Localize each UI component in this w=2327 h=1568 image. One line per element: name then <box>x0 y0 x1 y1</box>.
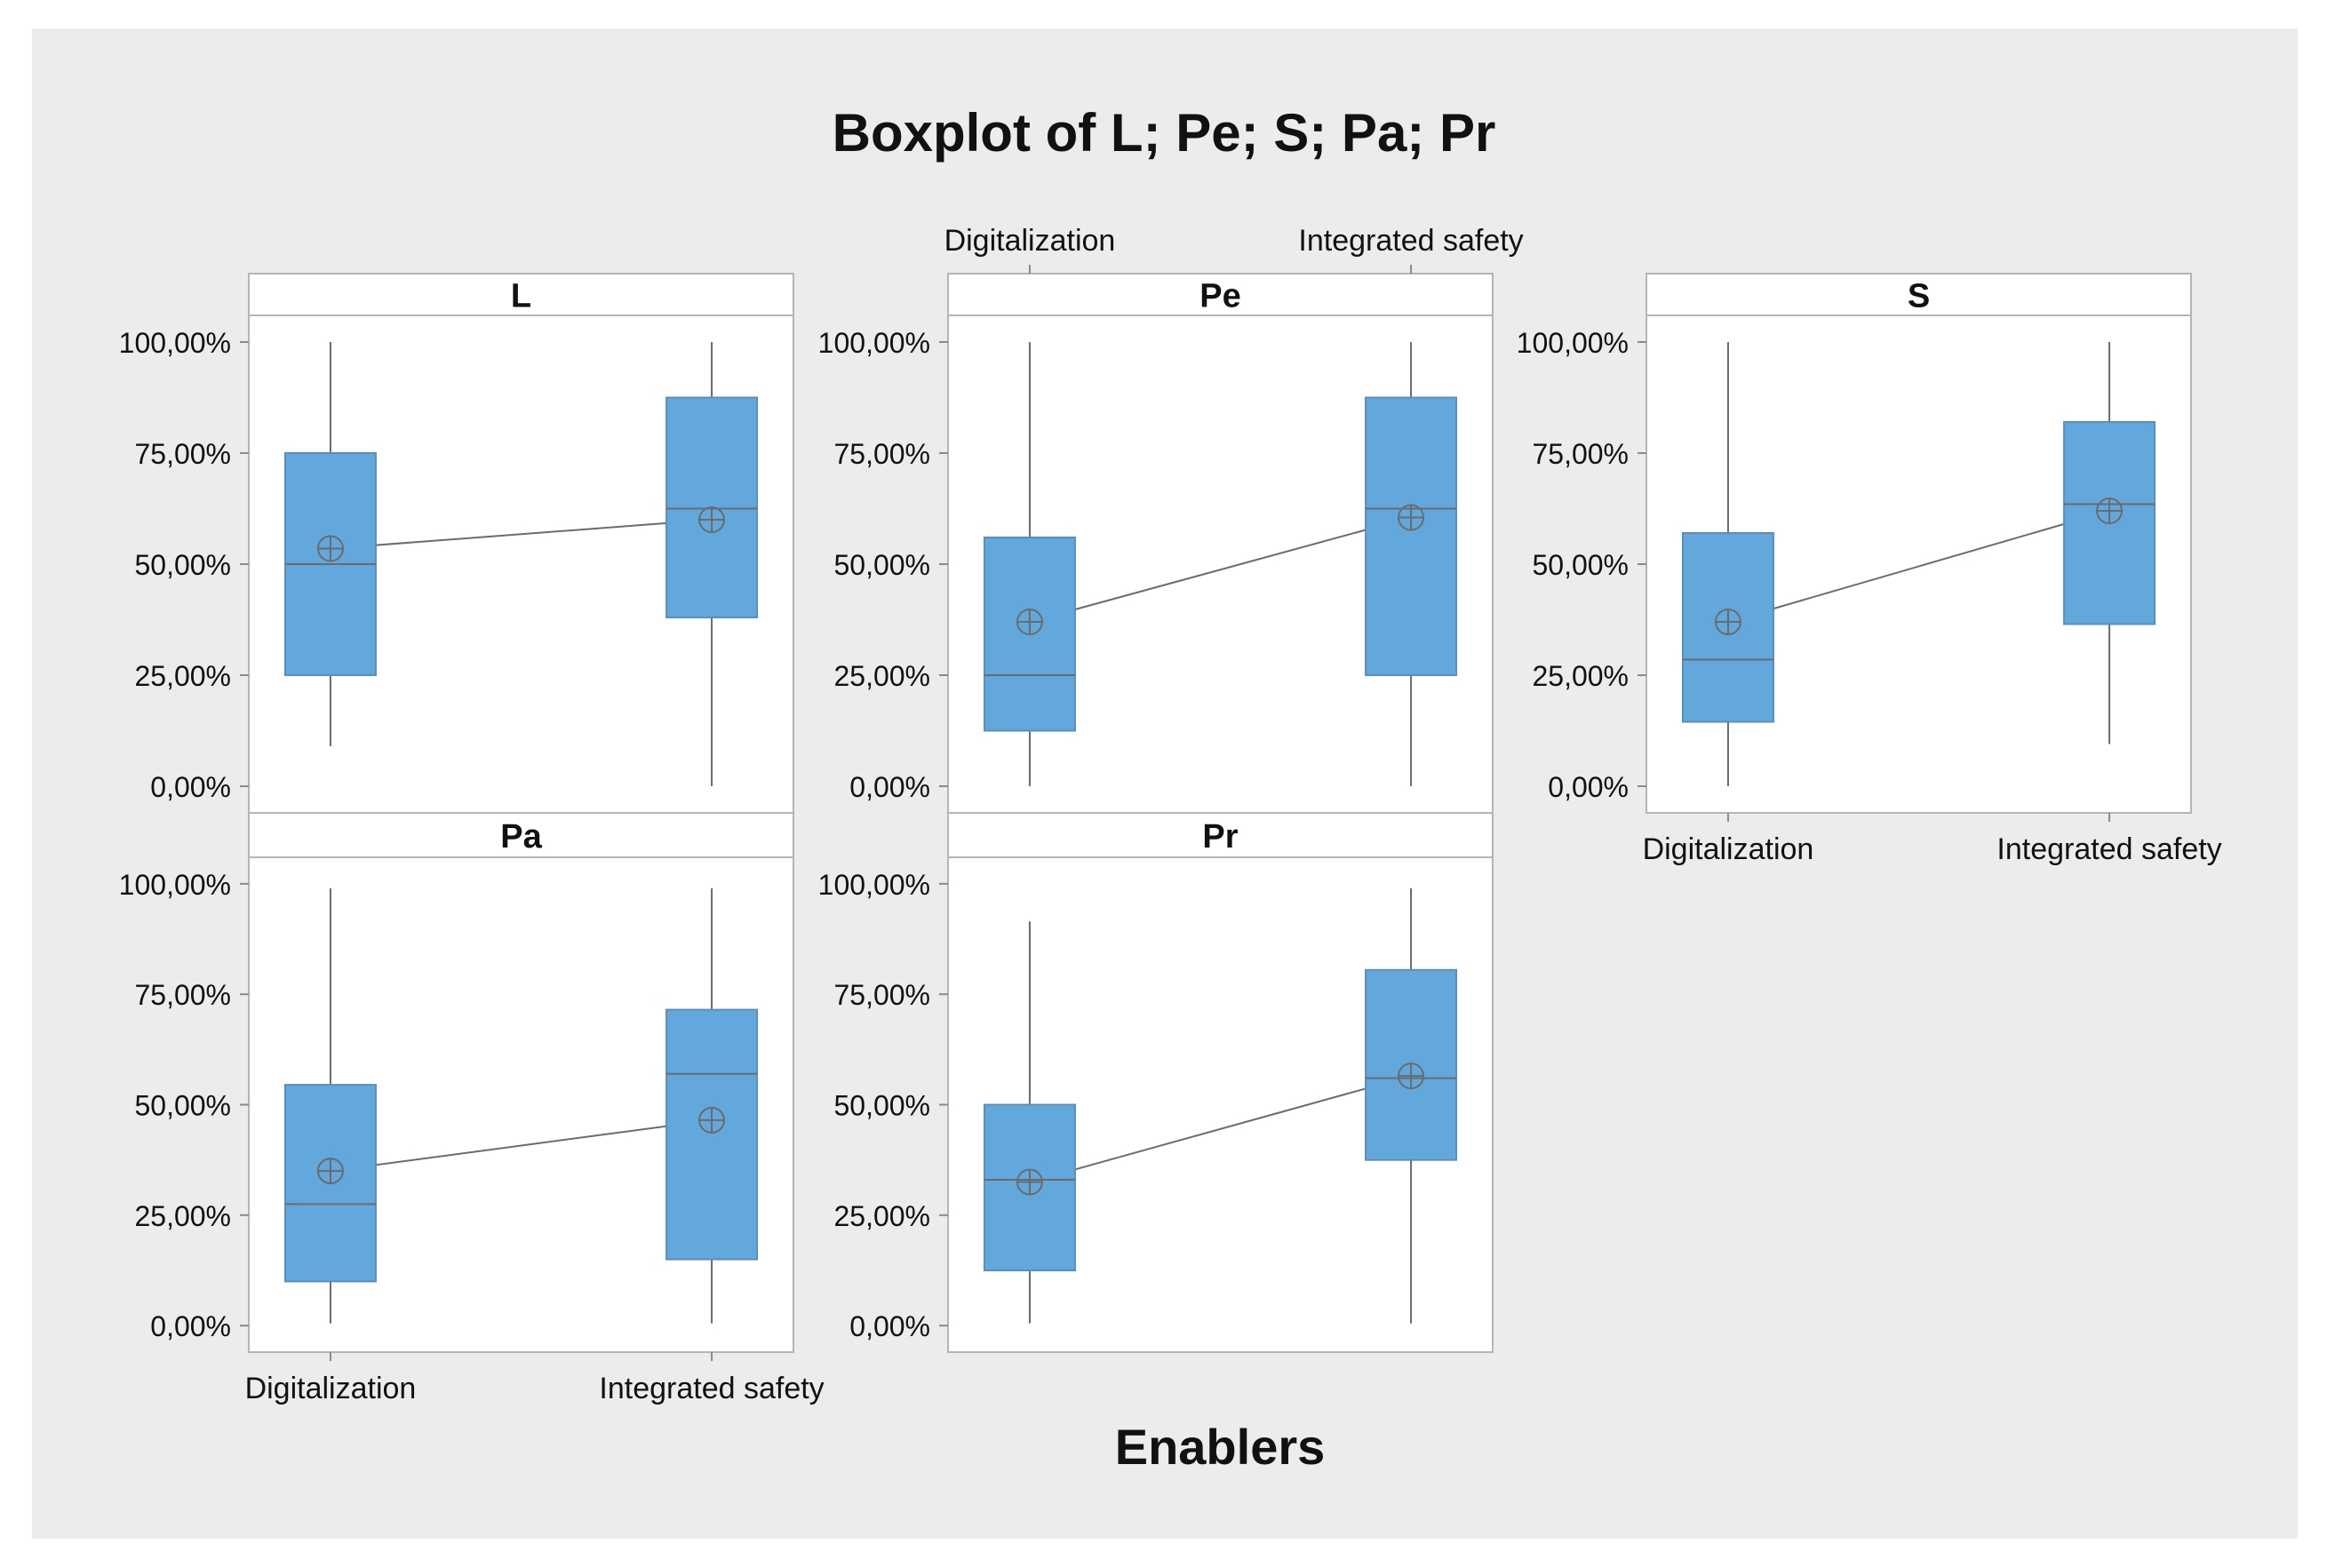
box-digitalization <box>983 342 1076 786</box>
panel-header-label: L <box>511 278 531 315</box>
box-digitalization <box>283 887 377 1324</box>
panel-header-label: Pr <box>1202 818 1238 856</box>
y-tick-label: 25,00% <box>833 660 930 692</box>
x-tick-label: Digitalization <box>245 1372 417 1405</box>
y-tick-label: 100,00% <box>818 869 930 901</box>
x-tick-label: Digitalization <box>1643 832 1814 866</box>
y-tick-label: 0,00% <box>849 771 930 803</box>
x-tick-label-top: Integrated safety <box>1298 224 1523 258</box>
mean-connect-line <box>1727 510 2110 623</box>
iqr-box <box>665 1008 759 1261</box>
chart-title: Boxplot of L; Pe; S; Pa; Pr <box>833 103 1496 163</box>
y-tick-label: 25,00% <box>134 1200 231 1232</box>
y-tick-label: 50,00% <box>833 549 930 581</box>
y-tick-label: 75,00% <box>833 438 930 470</box>
box-integrated-safety <box>2063 342 2156 744</box>
mean-connect-line <box>1029 1075 1412 1183</box>
panel-header-label: Pa <box>500 818 542 856</box>
y-tick-label: 75,00% <box>134 979 231 1011</box>
y-tick-label: 100,00% <box>1517 327 1629 359</box>
box-digitalization <box>983 921 1076 1324</box>
y-tick-label: 75,00% <box>1532 438 1629 470</box>
y-tick-label: 75,00% <box>833 979 930 1011</box>
y-tick-label: 0,00% <box>150 771 231 803</box>
box-integrated-safety <box>665 887 759 1324</box>
y-tick-label: 50,00% <box>134 1090 231 1122</box>
box-integrated-safety <box>665 342 759 786</box>
y-tick-label: 100,00% <box>119 869 231 901</box>
panel-pe: Pe 0,00% 25,00% 50,00% 75,00% 100,00% Digitali… <box>818 224 1524 814</box>
panel-pr: Pr 0,00% 25,00% 50,00% 75,00% 100,00% <box>818 812 1494 1353</box>
panels-layer: L 0,00% 25,00% 50,00% 75,00% 100,00% Pe 0,00% 25… <box>119 224 2222 1405</box>
mean-connect-line <box>1029 516 1412 623</box>
y-tick-label: 25,00% <box>134 660 231 692</box>
x-tick-label: Integrated safety <box>599 1372 824 1405</box>
y-tick-label: 25,00% <box>833 1200 930 1232</box>
panel-pa: Pa 0,00% 25,00% 50,00% 75,00% 100,00% Digitali… <box>119 812 825 1405</box>
x-tick-label-top: Digitalization <box>944 224 1116 258</box>
panel-s: S 0,00% 25,00% 50,00% 75,00% 100,00% Digitaliz… <box>1517 273 2222 866</box>
panel-header-label: S <box>1908 278 1930 315</box>
y-tick-label: 0,00% <box>150 1310 231 1342</box>
x-tick-label: Integrated safety <box>1996 832 2221 866</box>
box-integrated-safety <box>1365 887 1458 1324</box>
y-tick-label: 0,00% <box>1548 771 1629 803</box>
y-tick-label: 100,00% <box>119 327 231 359</box>
y-tick-label: 75,00% <box>134 438 231 470</box>
panel-header-label: Pe <box>1199 278 1240 315</box>
mean-connect-line <box>330 1118 713 1173</box>
y-tick-label: 50,00% <box>134 549 231 581</box>
panel-l: L 0,00% 25,00% 50,00% 75,00% 100,00% <box>119 273 794 814</box>
y-tick-label: 50,00% <box>833 1090 930 1122</box>
box-digitalization <box>283 342 377 746</box>
box-integrated-safety <box>1365 342 1458 786</box>
y-tick-label: 25,00% <box>1532 660 1629 692</box>
y-tick-label: 100,00% <box>818 327 930 359</box>
y-tick-label: 50,00% <box>1532 549 1629 581</box>
box-digitalization <box>1681 342 1774 786</box>
x-axis-title: Enablers <box>1115 1419 1326 1475</box>
y-tick-label: 0,00% <box>849 1310 930 1342</box>
iqr-box <box>1365 396 1458 676</box>
mean-connect-line <box>330 519 713 550</box>
